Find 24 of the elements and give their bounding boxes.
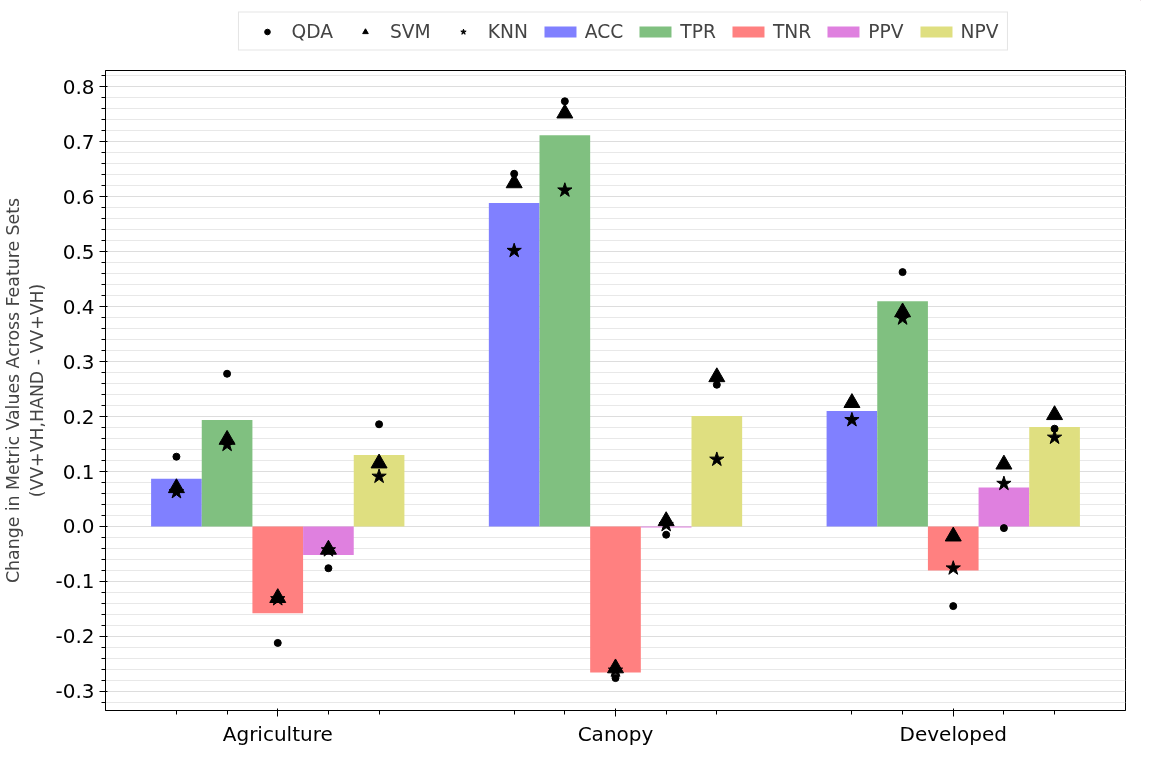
x-tick-label: Agriculture [222, 721, 333, 746]
legend-label: TNR [772, 20, 812, 42]
y-tick-label: -0.1 [55, 569, 95, 594]
y-tick-label: 0.5 [62, 239, 95, 264]
legend-label: QDA [291, 20, 333, 42]
legend-label: PPV [868, 20, 904, 42]
y-tick-label: 0.1 [62, 459, 95, 484]
y-tick-label: -0.3 [55, 679, 95, 704]
y-tick-label: 0.2 [62, 404, 95, 429]
y-tick-label: 0.0 [62, 514, 95, 539]
legend-label: NPV [960, 20, 999, 42]
x-tick-label: Developed [899, 721, 1007, 746]
y-tick-label: 0.3 [62, 349, 95, 374]
legend-label: ACC [584, 20, 624, 42]
y-tick-label: 0.4 [62, 294, 95, 319]
legend-label: KNN [487, 20, 528, 42]
legend-label: SVM [389, 20, 431, 42]
y-tick-label: 0.8 [62, 74, 95, 99]
legend-label: TPR [680, 20, 716, 42]
y-axis-title: Change in Metric Values Across Feature Sets (VV+VH,HAND - VV+VH) [3, 197, 48, 584]
y-tick-label: 0.6 [62, 184, 95, 209]
y-tick-label: 0.7 [62, 129, 95, 154]
x-tick-label: Canopy [577, 721, 654, 746]
y-tick-label: -0.2 [55, 624, 95, 649]
